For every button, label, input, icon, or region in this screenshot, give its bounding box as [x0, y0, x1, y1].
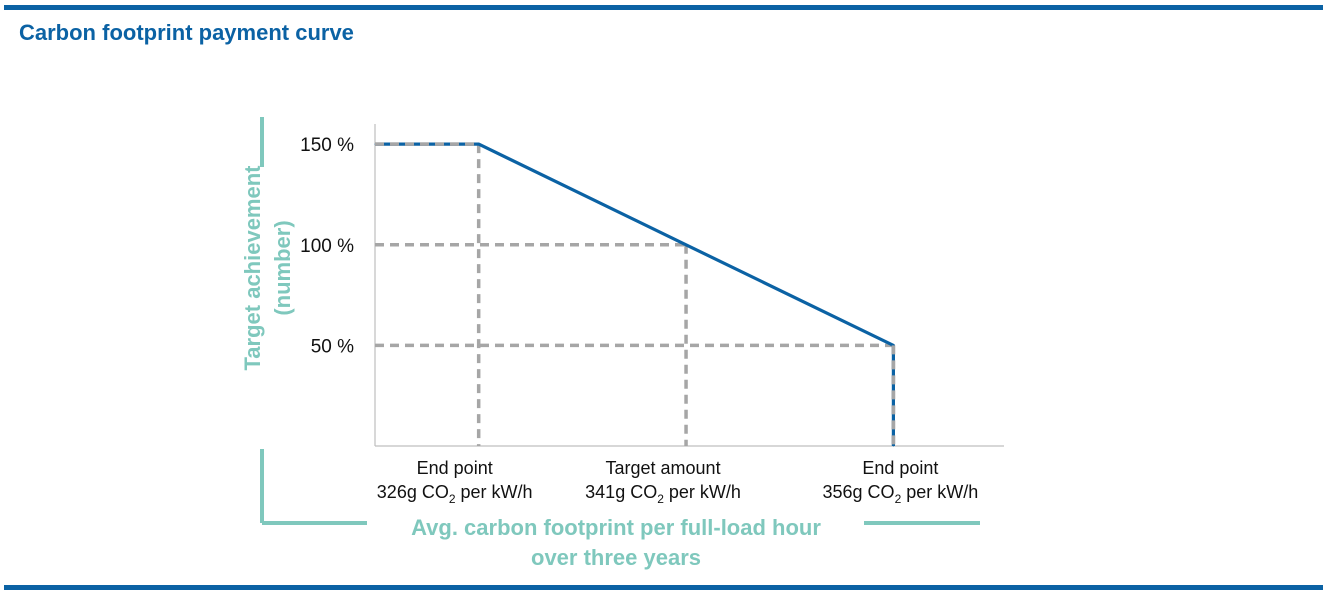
x-tick-label-2-line-2: 356g CO2 per kW/h [823, 482, 979, 506]
bottom-rule [4, 585, 1323, 590]
x-axis-label-line-1: Avg. carbon footprint per full-load hour [411, 515, 821, 540]
y-tick-label-2: 50 % [311, 336, 354, 357]
y-tick-label-1: 100 % [300, 236, 354, 257]
y-tick-label-0: 150 % [300, 135, 354, 156]
x-tick-label-0-line-2: 326g CO2 per kW/h [377, 482, 533, 506]
page-title: Carbon footprint payment curve [19, 20, 354, 45]
x-tick-label-1-line-2: 341g CO2 per kW/h [585, 482, 741, 506]
series-line-0 [375, 142, 896, 446]
x-axis-label: Avg. carbon footprint per full-load hour… [366, 513, 866, 573]
series-point-1 [478, 143, 480, 145]
series-point-2 [685, 244, 687, 246]
x-tick-label-2-line-1: End point [862, 458, 938, 478]
series-point-4 [892, 445, 894, 447]
x-tick-label-1-line-1: Target amount [606, 458, 721, 478]
top-rule [4, 5, 1323, 10]
x-tick-label-0-line-1: End point [417, 458, 493, 478]
x-axis-label-line-2: over three years [531, 545, 701, 570]
